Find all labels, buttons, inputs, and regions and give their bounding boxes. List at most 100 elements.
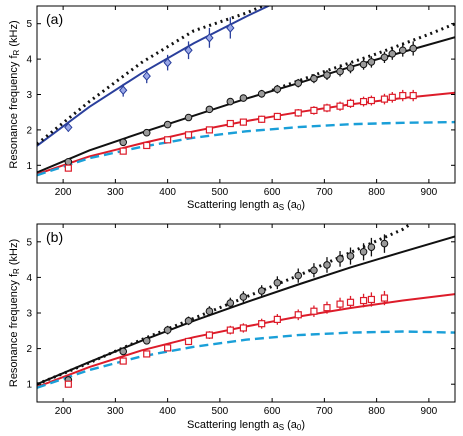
data-point-circle [184, 113, 193, 122]
data-point-square [409, 91, 417, 100]
data-point-square [310, 307, 318, 315]
x-tick-label: 600 [264, 187, 281, 198]
data-point-circle [205, 105, 214, 114]
data-point-square [346, 298, 355, 306]
x-tick-label: 300 [107, 187, 124, 198]
data-point-square [367, 96, 375, 105]
x-axis-label: Scattering length aS (a0) [187, 419, 305, 432]
x-axis-label-sub: S [279, 203, 284, 212]
curve-black-dotted [37, 6, 267, 146]
data-point-circle [257, 287, 266, 295]
x-axis-label-unit-sub: 0 [297, 203, 302, 212]
x-tick-label: 500 [212, 406, 229, 417]
data-point-square [239, 118, 247, 126]
x-axis-label-unit: (a [287, 419, 298, 431]
curve-blue-solid [37, 6, 271, 147]
y-axis-label-unit: (kHz) [8, 20, 20, 49]
data-point-circle [226, 97, 235, 106]
y-tick-label: 2 [26, 344, 32, 355]
data-point-square [64, 380, 72, 388]
data-point-square [226, 119, 234, 128]
data-point-circle [142, 336, 151, 345]
data-point-circle [409, 44, 418, 53]
data-point-square [346, 99, 355, 107]
data-point-square [164, 344, 172, 352]
x-tick-label: 300 [107, 406, 124, 417]
data-point-square [399, 91, 407, 100]
plot-area [37, 6, 455, 177]
data-point-circle [388, 49, 397, 58]
data-point-square [380, 95, 389, 103]
data-point-circle [205, 307, 214, 316]
data-point-diamond [142, 71, 151, 81]
data-point-circle [294, 271, 303, 280]
data-point-diamond [64, 122, 73, 133]
data-point-circle [380, 53, 389, 62]
data-point-circle [239, 293, 248, 301]
data-point-square [294, 311, 302, 319]
data-point-square [164, 136, 172, 144]
data-point-circle [367, 243, 376, 251]
y-tick-label: 4 [26, 273, 32, 284]
x-tick-label: 900 [421, 406, 438, 417]
y-axis-label-sub: R [12, 49, 21, 55]
x-axis-label-text: Scattering length a [187, 199, 280, 211]
data-point-square [143, 141, 151, 150]
x-tick-label: 700 [316, 406, 333, 417]
data-point-square [184, 337, 193, 346]
y-tick-label: 3 [26, 90, 32, 101]
data-point-square [336, 102, 344, 110]
data-point-square [380, 294, 389, 302]
data-point-square [367, 295, 375, 304]
x-tick-label: 400 [159, 187, 176, 198]
data-point-square [323, 104, 331, 112]
x-axis-label-unit: (a [287, 199, 298, 211]
data-point-circle [226, 299, 235, 307]
data-point-circle [257, 89, 266, 98]
data-point-square [273, 112, 281, 121]
plot-frame [36, 223, 456, 403]
data-point-circle [119, 138, 128, 147]
data-point-square [258, 115, 266, 123]
data-point-circle [119, 347, 128, 356]
data-point-diamond [226, 23, 235, 33]
curve-black-solid [37, 235, 455, 386]
x-tick-label: 900 [421, 187, 438, 198]
x-tick-label: 400 [159, 406, 176, 417]
x-tick-label: 700 [316, 187, 333, 198]
data-point-circle [346, 252, 355, 260]
data-point-circle [163, 120, 172, 129]
data-point-square [64, 164, 72, 172]
y-axis-label-text: Resonance frequency f [8, 273, 20, 387]
data-point-circle [294, 79, 303, 87]
data-point-circle [359, 60, 368, 69]
curve-black-dotted [271, 22, 455, 92]
data-point-diamond [163, 57, 172, 68]
data-point-circle [163, 326, 172, 334]
data-point-circle [367, 58, 376, 66]
plot-area [37, 224, 455, 389]
data-point-square [226, 326, 234, 334]
y-axis-label-text: Resonance frequency f [8, 55, 20, 169]
y-tick-label: 2 [26, 125, 32, 136]
data-point-circle [323, 71, 331, 79]
data-point-circle [336, 67, 344, 76]
x-axis-label-sub: S [279, 423, 284, 432]
data-point-circle [273, 278, 282, 287]
data-point-square [119, 357, 127, 365]
x-axis-label-close: ) [301, 199, 305, 211]
data-point-square [359, 296, 368, 305]
data-point-circle [380, 239, 389, 248]
x-axis-label-close: ) [301, 419, 305, 431]
x-tick-label: 600 [264, 406, 281, 417]
y-axis-label-sub: R [12, 268, 21, 274]
x-axis-label-unit-sub: 0 [297, 423, 302, 432]
data-point-square [273, 315, 281, 324]
data-point-circle [142, 128, 151, 137]
data-point-square [359, 97, 368, 106]
x-tick-label: 200 [55, 187, 72, 198]
data-point-square [258, 320, 266, 328]
data-point-square [388, 93, 396, 101]
x-tick-label: 500 [212, 187, 229, 198]
